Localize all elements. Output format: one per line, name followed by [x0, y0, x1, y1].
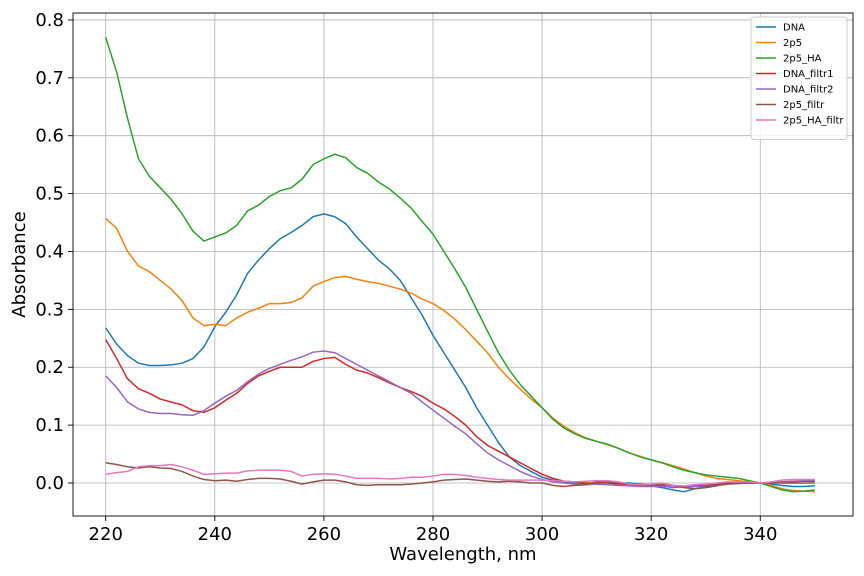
legend-label: 2p5_HA	[783, 54, 822, 65]
x-tick-label: 280	[416, 524, 450, 545]
x-tick-label: 300	[525, 524, 559, 545]
grid	[73, 13, 853, 516]
series-line-dna-filtr2	[105, 350, 815, 488]
y-tick-label: 0.8	[35, 10, 64, 31]
legend: DNA 2p5 2p5_HA DNA_filtr1 DNA_filtr2 2p5_filt…	[750, 16, 848, 140]
y-tick-label: 0.1	[35, 415, 64, 436]
plot-frame	[72, 12, 854, 517]
series-line-2p5-ha-filtr	[105, 463, 815, 487]
y-tick-label: 0.3	[35, 299, 64, 320]
y-tick-label: 0.7	[35, 68, 64, 89]
series-line-2p5-filtr	[105, 462, 815, 490]
x-tick-label: 240	[198, 524, 232, 545]
y-axis-title: Absorbance	[9, 211, 30, 317]
y-tick-label: 0.5	[35, 184, 64, 205]
legend-box	[750, 16, 848, 140]
series-lines	[105, 37, 815, 493]
y-tick-label: 0.4	[35, 241, 64, 262]
y-tick-label: 0.2	[35, 357, 64, 378]
x-tick-label: 320	[634, 524, 668, 545]
legend-label: DNA_filtr2	[783, 85, 834, 96]
series-line-2p5-ha	[105, 37, 815, 493]
legend-label: DNA_filtr1	[783, 69, 834, 80]
x-axis-title: Wavelength, nm	[389, 544, 536, 565]
legend-label: 2p5_filtr	[783, 100, 825, 111]
x-axis-ticks: 220 240 260 280 300 320 340	[89, 516, 777, 545]
legend-label: DNA	[783, 23, 805, 34]
y-tick-label: 0.0	[35, 473, 64, 494]
legend-label: 2p5	[783, 38, 802, 49]
x-tick-label: 340	[743, 524, 777, 545]
legend-label: 2p5_HA_filtr	[783, 116, 844, 127]
x-tick-label: 260	[307, 524, 341, 545]
x-tick-label: 220	[89, 524, 123, 545]
y-tick-label: 0.6	[35, 126, 64, 147]
y-axis-ticks: 0.0 0.1 0.2 0.3 0.4 0.5 0.6 0.7 0.8	[35, 10, 73, 494]
